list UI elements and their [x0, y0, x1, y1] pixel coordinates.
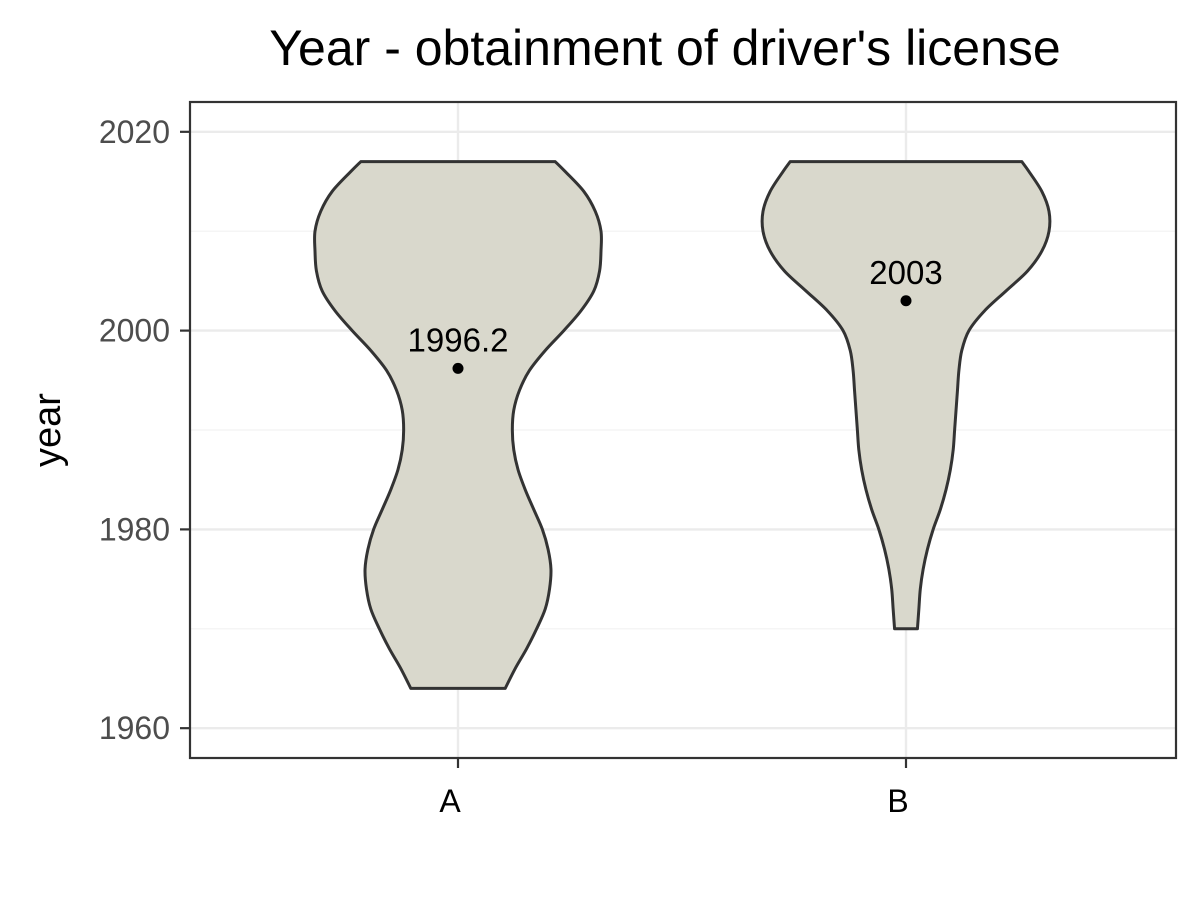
violin-A — [313, 160, 603, 690]
violins — [313, 160, 1052, 690]
y-tick-label: 1980 — [99, 511, 170, 547]
y-axis-label: year — [27, 393, 69, 467]
x-tick-label: A — [439, 783, 461, 819]
y-tick-label: 2000 — [99, 313, 170, 349]
mean-label-B: 2003 — [869, 254, 942, 291]
x-tick-label: B — [887, 783, 908, 819]
mean-markers: 1996.2 2003 — [408, 254, 943, 374]
chart-title: Year - obtainment of driver's license — [269, 20, 1060, 76]
mean-point-B — [900, 295, 912, 307]
y-tick-label: 1960 — [99, 710, 170, 746]
violin-B — [760, 160, 1052, 631]
mean-label-A: 1996.2 — [408, 321, 509, 358]
y-tick-label: 2020 — [99, 114, 170, 150]
plot-border — [188, 100, 1178, 760]
mean-point-A — [452, 362, 464, 374]
y-axis: 1960 1980 2000 2020 — [99, 114, 190, 746]
